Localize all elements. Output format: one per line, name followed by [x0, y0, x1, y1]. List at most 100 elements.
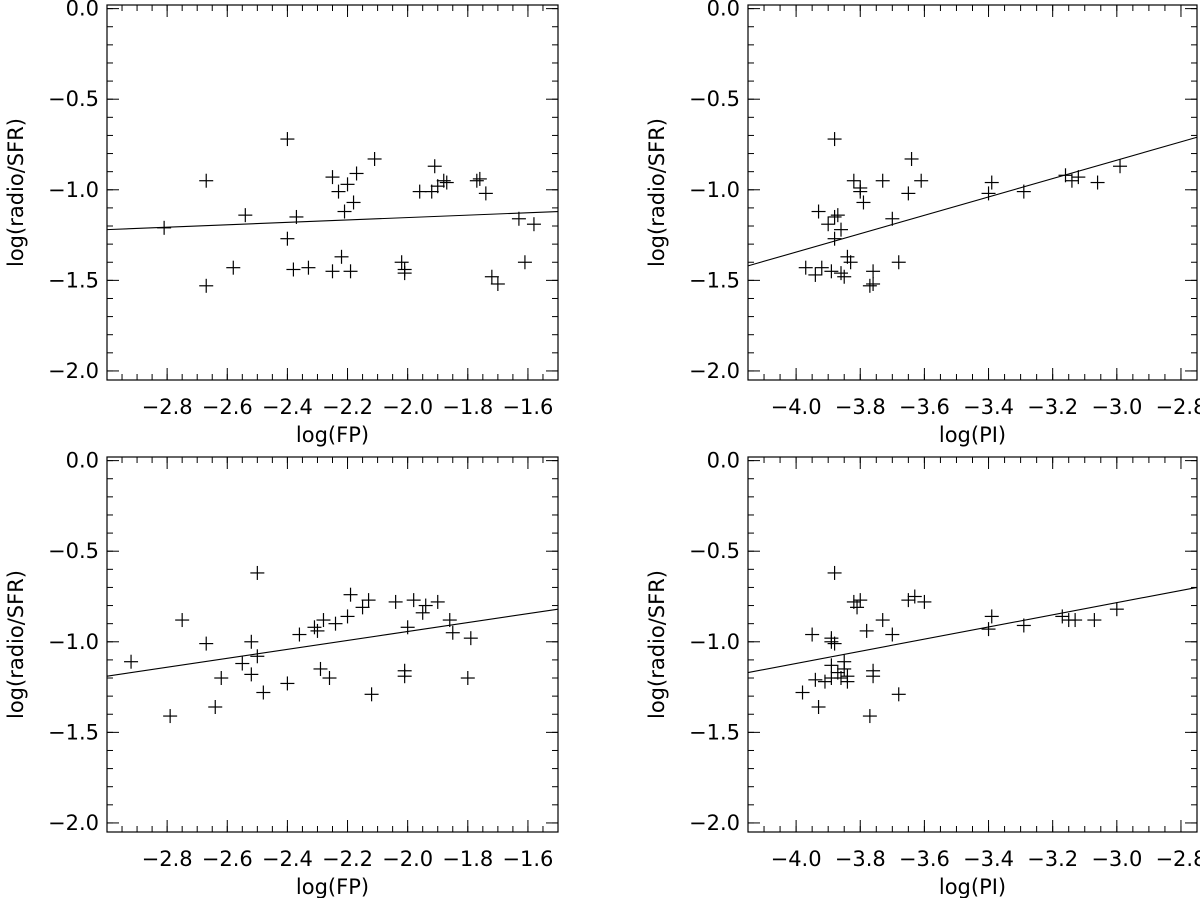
x-tick-label: −2.6	[202, 395, 253, 419]
data-point	[834, 266, 849, 281]
data-point	[862, 278, 877, 293]
y-tick-label: 0.0	[66, 0, 99, 21]
data-point	[808, 267, 823, 282]
x-axis-label: log(PI)	[939, 875, 1006, 898]
plot-frame	[106, 456, 559, 833]
data-point	[400, 620, 415, 635]
data-point	[885, 627, 900, 642]
data-point	[199, 278, 214, 293]
scatter-panel-4: −2.0−1.5−1.0−0.50.0−4.0 −3.8 −3.6 −3.4 −3.2−…	[645, 449, 1200, 898]
data-point	[856, 195, 871, 210]
data-point	[830, 208, 845, 223]
data-point	[397, 669, 412, 684]
data-point	[866, 669, 881, 684]
data-point	[199, 173, 214, 188]
y-tick-label: −0.5	[48, 539, 99, 563]
data-point	[827, 636, 842, 651]
x-tick-label: −3.0	[1091, 395, 1142, 419]
x-tick-label: −1.6	[502, 847, 553, 871]
data-point	[343, 264, 358, 279]
data-point	[891, 687, 906, 702]
y-tick-label: −2.0	[689, 359, 740, 383]
data-point	[244, 634, 259, 649]
data-point	[424, 184, 439, 199]
data-point	[250, 565, 265, 580]
y-tick-label: −1.0	[689, 630, 740, 654]
data-point	[798, 260, 813, 275]
data-point	[834, 671, 849, 686]
data-point	[280, 132, 295, 147]
data-point	[1071, 170, 1086, 185]
data-point	[430, 594, 445, 609]
y-tick-label: 0.0	[707, 449, 740, 473]
scatter-panel-2: −2.0−1.5−1.0−0.50.0−4.0 −3.8 −3.6 −3.4 −3.2−…	[645, 0, 1200, 447]
data-point	[199, 636, 214, 651]
data-point	[875, 613, 890, 628]
data-point	[397, 262, 412, 277]
data-point	[824, 634, 839, 649]
data-point	[472, 171, 487, 186]
y-tick-label: −2.0	[48, 811, 99, 835]
x-tick-label: −1.6	[502, 395, 553, 419]
data-point	[313, 661, 328, 676]
data-point	[301, 260, 316, 275]
data-point	[208, 700, 223, 714]
x-tick-label: −2.2	[322, 395, 373, 419]
data-point	[334, 249, 349, 264]
x-tick-label: −3.8	[835, 395, 886, 419]
data-point	[901, 186, 916, 201]
data-point	[316, 613, 331, 628]
x-tick-label: −3.6	[899, 395, 950, 419]
regression-line	[106, 608, 559, 677]
data-point	[837, 269, 852, 284]
data-point	[827, 565, 842, 580]
data-point	[817, 674, 832, 689]
data-point	[367, 151, 382, 166]
data-point	[914, 173, 929, 188]
data-point	[328, 616, 343, 631]
data-point	[1016, 618, 1031, 633]
data-point	[853, 593, 868, 608]
data-point	[412, 184, 427, 199]
y-tick-label: −1.5	[689, 720, 740, 744]
regression-line	[747, 586, 1198, 674]
data-point	[862, 709, 877, 724]
scatter-panel-3: −2.0−1.5−1.0−0.50.0−2.8 −2.6 −2.4 −2.2 −2.0−…	[4, 449, 559, 898]
data-point	[811, 700, 826, 714]
data-point	[163, 709, 178, 724]
data-point	[866, 264, 881, 279]
plot-frame	[747, 456, 1198, 833]
x-tick-label: −4.0	[771, 847, 822, 871]
data-point	[280, 676, 295, 691]
x-tick-label: −1.8	[442, 395, 493, 419]
data-point	[821, 217, 836, 232]
data-point	[364, 687, 379, 702]
data-point	[1090, 175, 1105, 190]
data-point	[1068, 613, 1083, 628]
x-tick-label: −3.2	[1027, 847, 1078, 871]
data-point	[394, 255, 409, 270]
data-point	[885, 211, 900, 226]
data-point	[445, 625, 460, 640]
data-point	[1055, 609, 1070, 624]
data-point	[430, 179, 445, 194]
x-tick-label: −3.0	[1091, 847, 1142, 871]
data-point	[337, 204, 352, 219]
y-tick-label: −0.5	[689, 87, 740, 111]
data-point	[795, 685, 810, 700]
data-point	[307, 620, 322, 635]
data-point	[289, 209, 304, 224]
data-point	[256, 685, 271, 700]
data-point	[1064, 173, 1079, 188]
data-point	[1016, 184, 1031, 199]
data-point	[837, 661, 852, 676]
x-tick-label: −2.0	[382, 847, 433, 871]
y-tick-label: −1.5	[48, 720, 99, 744]
y-tick-label: 0.0	[66, 449, 99, 473]
data-point	[805, 627, 820, 642]
data-point	[853, 180, 868, 195]
data-point	[406, 593, 421, 608]
data-point	[238, 208, 253, 223]
data-point	[981, 622, 996, 637]
